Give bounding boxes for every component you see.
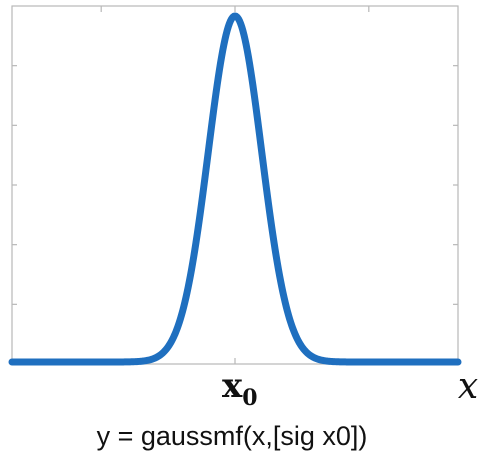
x-tick-label-x0: x0	[222, 366, 258, 411]
axis-tick-marks	[12, 6, 458, 364]
gaussian-curve-line	[8, 12, 462, 366]
x-axis-label: x	[458, 366, 478, 407]
function-caption: y = gaussmf(x,[sig x0])	[97, 421, 368, 451]
plot-area-box	[11, 5, 459, 365]
